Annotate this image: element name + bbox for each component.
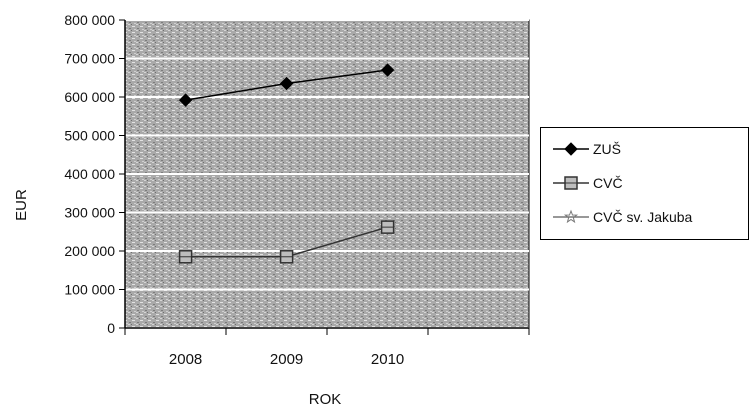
y-tick-label: 500 000	[64, 128, 115, 144]
legend-marker	[563, 209, 579, 224]
legend-marker	[564, 142, 578, 156]
data-point	[380, 220, 395, 234]
y-tick-label: 700 000	[64, 51, 115, 67]
y-tick-label: 100 000	[64, 282, 115, 298]
y-tick-label: 300 000	[64, 205, 115, 221]
data-point	[279, 76, 294, 91]
x-tick-label: 2010	[371, 351, 404, 368]
legend-label: CVČ sv. Jakuba	[593, 209, 693, 225]
y-tick-label: 0	[107, 320, 115, 336]
x-tick-label: 2009	[270, 351, 303, 368]
y-tick-label: 800 000	[64, 12, 115, 28]
legend-items: ZUŠ CVČ CVČ sv. Jakuba	[553, 141, 693, 225]
legend-marker	[564, 176, 578, 190]
y-tick-label: 200 000	[64, 243, 115, 259]
y-tick-label: 400 000	[64, 166, 115, 182]
plot-area	[124, 19, 530, 329]
data-point	[380, 63, 395, 77]
y-tick-label: 600 000	[64, 89, 115, 105]
axes: 0 100 000 200 000 300 000 400 000 500 000 600 …	[64, 12, 530, 368]
legend-label: ZUŠ	[593, 141, 621, 157]
x-axis-title: ROK	[309, 391, 342, 408]
series-layer	[178, 63, 395, 264]
data-point	[279, 250, 294, 264]
data-point	[178, 93, 193, 107]
legend: ZUŠ CVČ CVČ sv. Jakuba	[540, 127, 749, 240]
x-tick-label: 2008	[169, 351, 202, 368]
data-point	[178, 250, 193, 264]
y-axis-title: EUR	[13, 189, 30, 221]
legend-label: CVČ	[593, 175, 623, 191]
